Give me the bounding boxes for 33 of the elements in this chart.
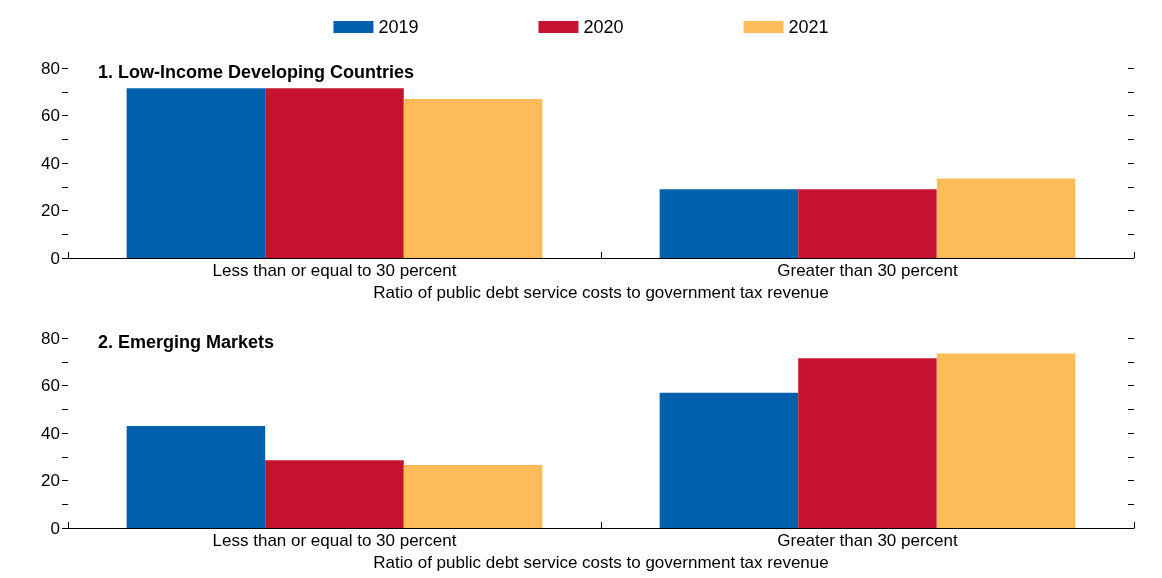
x-tick-label: Less than or equal to 30 percent — [212, 531, 457, 550]
x-tick-label: Greater than 30 percent — [777, 531, 959, 550]
bar — [403, 98, 543, 258]
y-tick-label: 40 — [41, 153, 60, 173]
y-tick-label: 80 — [41, 58, 60, 78]
bar — [126, 425, 266, 528]
legend-label: 2020 — [583, 17, 624, 37]
y-tick-label: 60 — [41, 106, 60, 125]
legend-label: 2021 — [788, 17, 829, 37]
bar — [936, 353, 1076, 528]
y-tick-label: 80 — [41, 328, 60, 348]
bar — [265, 88, 404, 258]
bar — [659, 392, 799, 528]
bar — [798, 189, 937, 258]
x-axis-title: Ratio of public debt service costs to government tax revenue — [373, 552, 829, 572]
bar — [403, 465, 543, 528]
legend-label: 2019 — [378, 17, 419, 37]
bar — [126, 88, 266, 258]
y-tick-label: 20 — [41, 471, 60, 490]
bar — [936, 178, 1076, 258]
y-tick-label: 0 — [50, 248, 60, 268]
y-tick-label: 60 — [41, 376, 60, 395]
bar — [659, 189, 799, 258]
chart-title: 1. Low-Income Developing Countries — [98, 62, 415, 82]
y-tick-label: 40 — [41, 423, 60, 443]
y-tick-label: 20 — [41, 201, 60, 220]
x-axis-title: Ratio of public debt service costs to government tax revenue — [373, 282, 829, 302]
bar — [265, 460, 404, 528]
x-tick-label: Greater than 30 percent — [777, 261, 959, 280]
chart-title: 2. Emerging Markets — [98, 332, 275, 352]
bar — [798, 358, 937, 528]
x-tick-label: Less than or equal to 30 percent — [212, 261, 457, 280]
y-tick-label: 0 — [50, 518, 60, 538]
